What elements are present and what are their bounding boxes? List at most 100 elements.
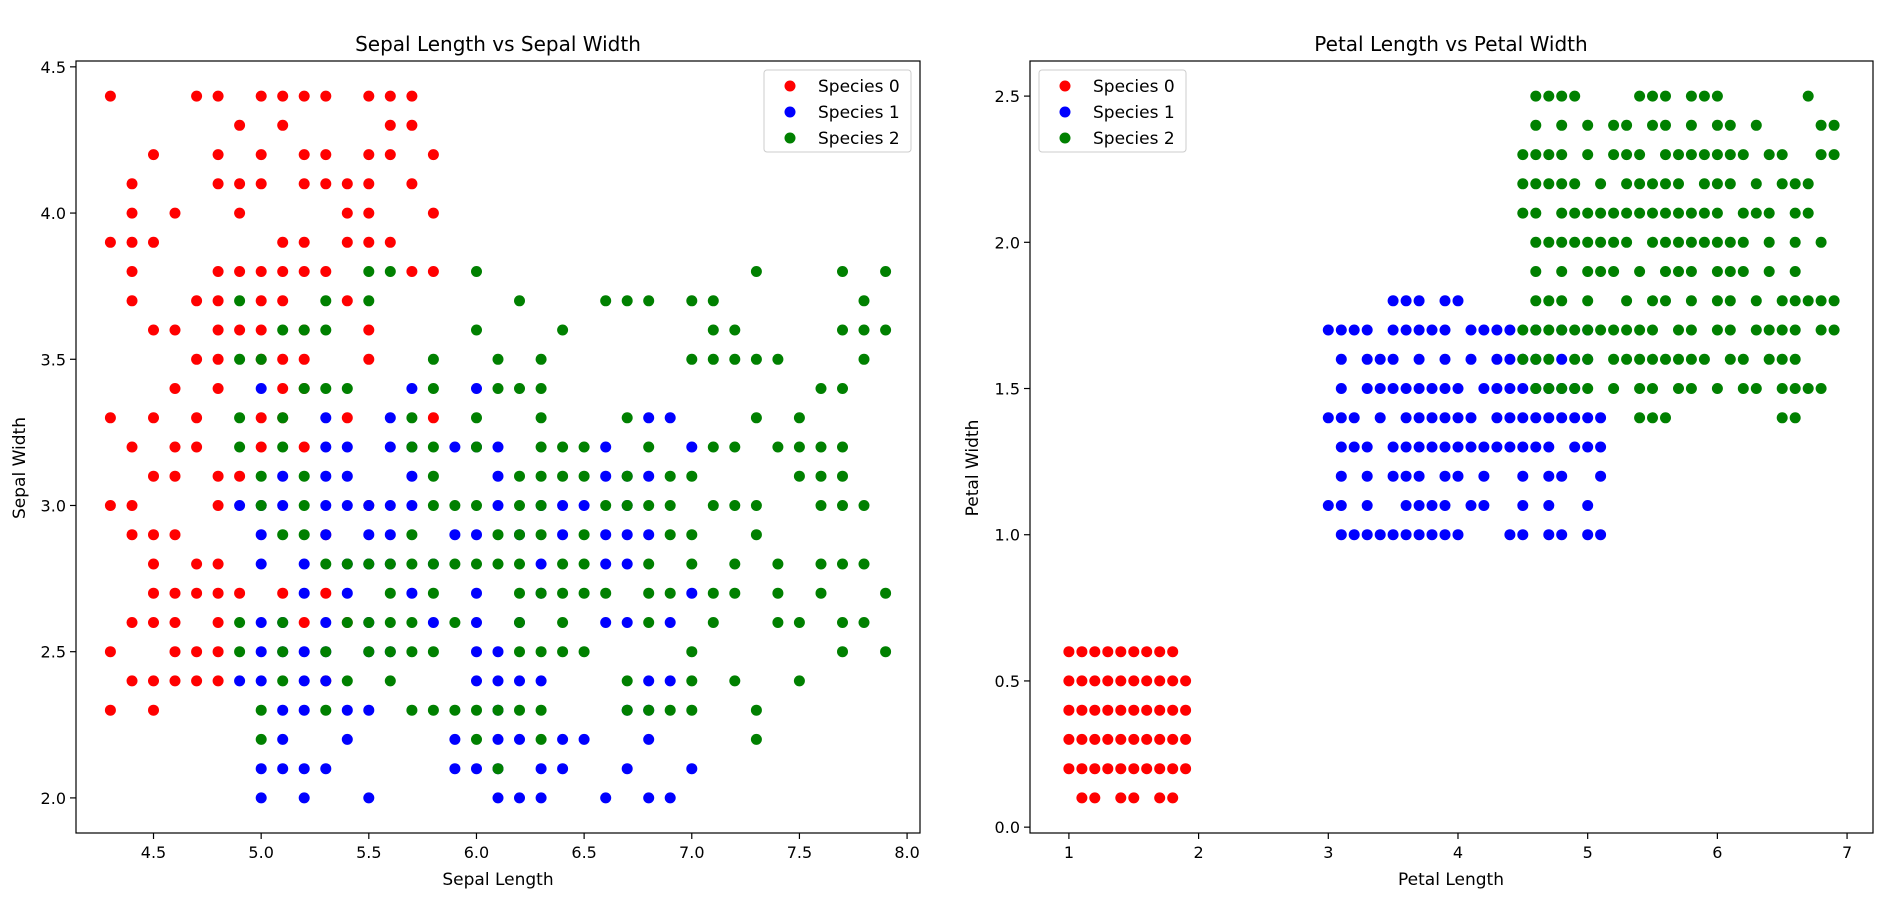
x-tick-label: 2 xyxy=(1194,843,1204,862)
data-point xyxy=(298,178,310,190)
data-point xyxy=(880,646,892,658)
data-point xyxy=(320,295,332,307)
data-point xyxy=(1608,207,1620,219)
data-point xyxy=(1128,675,1140,687)
data-point xyxy=(1763,353,1775,365)
data-point xyxy=(1530,119,1542,131)
data-point xyxy=(1556,470,1568,482)
data-point xyxy=(1141,646,1153,658)
data-point xyxy=(1802,90,1814,102)
data-point xyxy=(191,90,203,102)
data-point xyxy=(148,558,159,570)
data-point xyxy=(1582,266,1594,277)
data-point xyxy=(1711,324,1723,336)
data-point xyxy=(1167,763,1179,775)
y-tick-label: 2.0 xyxy=(41,789,66,808)
data-point xyxy=(643,558,655,570)
y-tick-label: 0.5 xyxy=(995,672,1020,691)
data-point xyxy=(1673,266,1684,277)
data-point xyxy=(1698,149,1710,161)
data-point xyxy=(643,675,655,687)
chart-title: Sepal Length vs Sepal Width xyxy=(355,32,641,56)
data-point xyxy=(126,178,138,190)
data-point xyxy=(1582,500,1594,511)
data-point xyxy=(772,353,784,365)
data-point xyxy=(1154,675,1166,687)
data-point xyxy=(1387,529,1399,541)
data-point xyxy=(643,441,655,453)
data-point xyxy=(277,763,289,775)
data-point xyxy=(212,558,224,570)
data-point xyxy=(427,470,439,482)
data-point xyxy=(298,236,310,248)
data-point xyxy=(1426,324,1438,336)
data-point xyxy=(1789,266,1801,277)
data-point xyxy=(492,383,504,394)
data-point xyxy=(1154,646,1166,658)
data-point xyxy=(427,149,439,161)
data-point xyxy=(1685,295,1697,307)
data-point xyxy=(707,500,719,511)
data-point xyxy=(104,412,116,424)
data-point xyxy=(1556,90,1568,102)
data-point xyxy=(255,704,267,716)
data-point xyxy=(707,324,719,336)
data-point xyxy=(148,675,159,687)
data-point xyxy=(363,207,375,219)
data-point xyxy=(212,324,224,336)
data-point xyxy=(212,295,224,307)
data-point xyxy=(212,266,224,277)
data-point xyxy=(1608,266,1620,277)
data-point xyxy=(255,792,267,804)
data-point xyxy=(1608,236,1620,248)
y-axis-label: Petal Width xyxy=(963,420,983,517)
y-tick-label: 3.0 xyxy=(41,496,66,515)
data-point xyxy=(1582,383,1594,394)
data-point xyxy=(1089,646,1101,658)
data-point xyxy=(1698,236,1710,248)
data-point xyxy=(1374,412,1386,424)
data-point xyxy=(169,587,181,599)
data-point xyxy=(1724,149,1736,161)
data-point xyxy=(1582,441,1594,453)
data-point xyxy=(1452,412,1464,424)
data-point xyxy=(1387,353,1399,365)
data-point xyxy=(363,353,375,365)
data-point xyxy=(1089,792,1101,804)
data-point xyxy=(793,412,805,424)
data-point xyxy=(1828,324,1840,336)
data-point xyxy=(772,617,784,628)
data-point xyxy=(363,617,375,628)
data-point xyxy=(363,704,375,716)
data-point xyxy=(1504,529,1516,541)
data-point xyxy=(427,704,439,716)
data-point xyxy=(427,412,439,424)
data-point xyxy=(1361,441,1373,453)
data-point xyxy=(514,675,525,687)
data-point xyxy=(169,617,181,628)
data-point xyxy=(621,295,633,307)
data-point xyxy=(557,733,569,745)
data-point xyxy=(1517,412,1529,424)
data-point xyxy=(1660,207,1671,219)
data-point xyxy=(1413,412,1425,424)
data-point xyxy=(492,558,504,570)
data-point xyxy=(384,500,396,511)
data-point xyxy=(1348,324,1360,336)
data-point xyxy=(277,266,289,277)
data-point xyxy=(1660,412,1671,424)
data-point xyxy=(1517,383,1529,394)
data-point xyxy=(707,295,719,307)
data-point xyxy=(643,529,655,541)
data-point xyxy=(234,675,246,687)
data-point xyxy=(1400,500,1412,511)
data-point xyxy=(1569,353,1581,365)
data-point xyxy=(1685,207,1697,219)
data-point xyxy=(1802,207,1814,219)
data-point xyxy=(1750,383,1762,394)
data-point xyxy=(298,558,310,570)
data-point xyxy=(1543,90,1555,102)
data-point xyxy=(363,178,375,190)
data-point xyxy=(320,763,332,775)
data-point xyxy=(191,646,203,658)
